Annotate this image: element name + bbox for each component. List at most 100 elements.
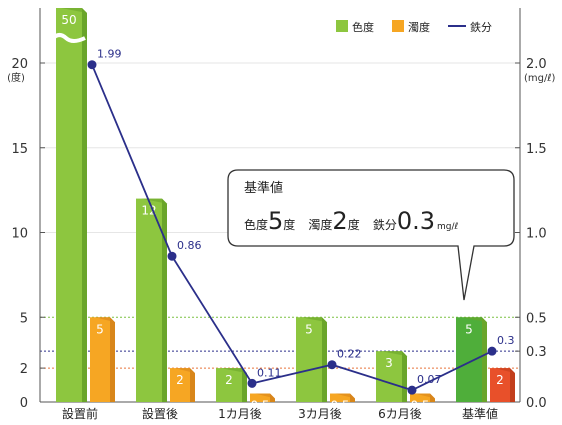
iron-point-label: 1.99 <box>97 48 122 61</box>
category-labels: 設置前 設置後 1カ月後 3カ月後 6カ月後 基準値 <box>62 406 498 421</box>
right-axis: 0.0 0.3 0.5 1.0 1.5 2.0(mg/ℓ) <box>515 8 555 411</box>
callout-item-color-label: 色度 <box>244 217 268 232</box>
right-axis-unit: (mg/ℓ) <box>524 73 555 84</box>
axis-break <box>51 33 86 43</box>
turbidity-bar <box>90 317 110 402</box>
color-bar-label: 50 <box>61 13 76 27</box>
category-label: 設置前 <box>62 406 98 421</box>
color-bar-top <box>296 317 327 323</box>
turbidity-bar-side <box>190 368 195 402</box>
color-bar <box>136 198 162 402</box>
callout-item-color-value: 5 <box>268 207 283 235</box>
color-bar-top <box>216 368 247 374</box>
iron-point <box>87 60 97 70</box>
callout-item-turbidity-value: 2 <box>332 207 347 235</box>
legend-swatch-turbidity <box>392 20 404 32</box>
left-axis-unit: (度) <box>7 71 25 84</box>
callout-item-iron-value: 0.3 <box>397 207 435 235</box>
right-tick-label: 1.5 <box>526 142 547 157</box>
callout-line: 色度5度 濁度2度 鉄分0.3 mg/ℓ <box>244 207 458 235</box>
left-tick-label: 10 <box>11 227 28 242</box>
turbidity-bar <box>250 393 270 402</box>
color-bar-top <box>456 317 487 323</box>
right-tick-label: 0.5 <box>526 311 547 326</box>
color-bar-side <box>162 198 167 402</box>
iron-line: 1.99 0.86 0.11 0.22 0.07 0.3 <box>87 48 515 395</box>
iron-point-label: 0.07 <box>417 373 442 386</box>
color-bar-side <box>482 317 487 402</box>
legend-label-turbidity: 濁度 <box>408 20 430 34</box>
turbidity-bar-side <box>110 317 115 402</box>
turbidity-bar-top <box>90 317 115 323</box>
category-label: 6カ月後 <box>378 407 422 421</box>
iron-point <box>247 378 257 388</box>
reference-lines <box>40 316 520 369</box>
turbidity-bar-top <box>250 393 275 399</box>
color-bar <box>376 351 402 402</box>
color-bar-label: 5 <box>465 322 473 336</box>
callout-item-turbidity-unit: 度 <box>348 217 360 232</box>
left-tick-label: 5 <box>20 311 28 326</box>
iron-point-label: 0.22 <box>337 348 362 361</box>
left-tick-label: 2 <box>20 362 28 377</box>
left-axis: 0 2 5 10 15 20(度) <box>7 8 520 411</box>
callout-title: 基準値 <box>244 180 283 196</box>
color-bar-top <box>376 351 407 357</box>
callout-item-iron-label: 鉄分 <box>373 217 397 232</box>
iron-point-label: 0.11 <box>257 366 282 379</box>
turbidity-bar-top <box>170 368 195 374</box>
color-bar-top <box>56 8 87 13</box>
color-bar-side <box>402 351 407 402</box>
callout-bubble <box>227 169 515 301</box>
iron-point <box>487 346 497 356</box>
bars: 50 5 12 2 2 0.5 5 0.5 3 0.5 5 2 <box>51 8 515 413</box>
left-tick-label: 0 <box>20 396 28 411</box>
iron-series-line <box>91 64 493 392</box>
left-tick-label: 20 <box>11 57 28 72</box>
turbidity-bar-top <box>330 393 355 399</box>
category-label: 3カ月後 <box>298 407 342 421</box>
right-tick-label: 2.0 <box>526 57 547 72</box>
right-tick-label: 0.0 <box>526 396 547 411</box>
color-bar-label: 2 <box>225 373 233 387</box>
legend-label-color: 色度 <box>352 20 374 34</box>
color-bar-top <box>136 198 167 204</box>
turbidity-bar-label: 0.5 <box>250 399 269 413</box>
turbidity-bar-label: 0.5 <box>410 399 429 413</box>
legend: 色度 濁度 鉄分 <box>336 20 492 34</box>
color-bar-label: 3 <box>385 356 393 370</box>
color-bar <box>56 8 82 402</box>
color-bar <box>456 317 482 402</box>
category-label: 1カ月後 <box>218 407 262 421</box>
color-bar-side <box>82 8 87 402</box>
turbidity-bar <box>410 393 430 402</box>
turbidity-bar-top <box>410 393 435 399</box>
turbidity-bar <box>490 368 510 402</box>
turbidity-bar <box>330 393 350 402</box>
turbidity-bar-label: 2 <box>176 373 184 387</box>
turbidity-bar-label: 0.5 <box>330 399 349 413</box>
turbidity-bar-side <box>510 368 515 402</box>
turbidity-bar-top <box>490 368 515 374</box>
color-bar <box>216 368 242 402</box>
left-tick-label: 15 <box>11 142 28 157</box>
iron-point-label: 0.86 <box>177 239 202 252</box>
color-bar-side <box>242 368 247 402</box>
right-tick-label: 0.3 <box>526 345 547 360</box>
iron-point <box>327 360 337 370</box>
callout-item-turbidity-label: 濁度 <box>308 217 332 232</box>
turbidity-bar-label: 5 <box>96 322 104 336</box>
iron-point-label: 0.3 <box>497 334 515 347</box>
right-tick-label: 1.0 <box>526 227 547 242</box>
callout-item-color-unit: 度 <box>283 217 295 232</box>
turbidity-bar-label: 2 <box>496 373 504 387</box>
callout: 基準値 色度5度 濁度2度 鉄分0.3 mg/ℓ <box>227 169 515 301</box>
callout-item-iron-unit: mg/ℓ <box>437 222 458 232</box>
turbidity-bar <box>170 368 190 402</box>
legend-label-iron: 鉄分 <box>470 20 492 34</box>
legend-swatch-color <box>336 20 348 32</box>
color-bar-label: 12 <box>141 204 156 218</box>
iron-point <box>167 251 177 261</box>
iron-point <box>407 385 417 395</box>
